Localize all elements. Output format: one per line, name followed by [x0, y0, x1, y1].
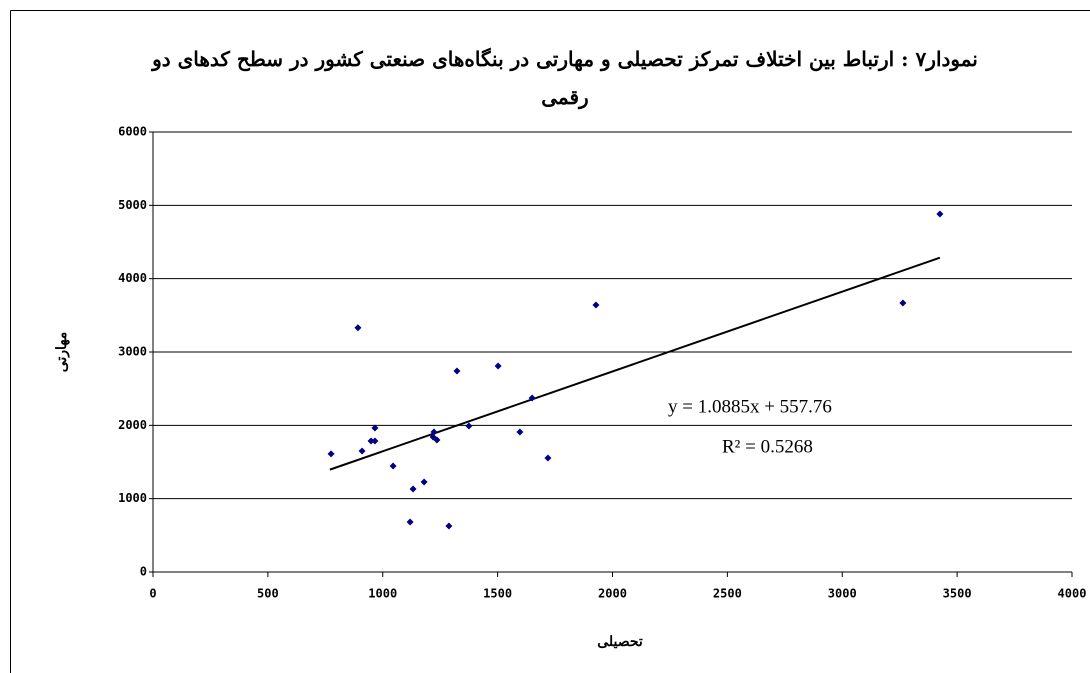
point [494, 362, 502, 370]
y-tick-label: 2000 [118, 418, 147, 432]
point [389, 462, 397, 470]
x-axis-label: تحصیلی [597, 634, 643, 650]
x-tick-label: 2000 [598, 587, 627, 601]
equation: y = 1.0885x + 557.76 [668, 396, 832, 417]
point [409, 485, 417, 493]
y-tick-label: 6000 [118, 125, 147, 139]
point [420, 478, 428, 486]
y-axis-label: مهارتی [54, 332, 70, 373]
point [406, 518, 414, 526]
y-tick-label: 3000 [118, 345, 147, 359]
y-tick-label: 1000 [118, 491, 147, 505]
point [453, 367, 461, 375]
y-tick-label: 0 [140, 565, 147, 579]
point [528, 394, 536, 402]
point [327, 450, 335, 458]
x-tick-label: 1000 [368, 587, 397, 601]
point [592, 301, 600, 309]
x-tick-label: 1500 [483, 587, 512, 601]
y-tick-label: 4000 [118, 271, 147, 285]
point [430, 428, 438, 436]
point [433, 436, 441, 444]
point [371, 437, 379, 445]
point [936, 210, 944, 218]
r-squared: R² = 0.5268 [722, 436, 813, 457]
x-tick-label: 3500 [943, 587, 972, 601]
x-tick-label: 2500 [713, 587, 742, 601]
point [465, 422, 473, 430]
chart-title: نمودار۷ : ارتباط بین اختلاف تمرکز تحصیلی… [152, 47, 978, 109]
x-tick-label: 3000 [828, 587, 857, 601]
x-tick-label: 500 [257, 587, 279, 601]
point [367, 437, 375, 445]
point [371, 424, 379, 432]
point [354, 324, 362, 332]
y-tick-label: 5000 [118, 198, 147, 212]
point [899, 299, 907, 307]
trendline [329, 256, 941, 471]
x-tick-label: 4000 [1058, 587, 1087, 601]
x-tick-label: 0 [149, 587, 156, 601]
point [544, 454, 552, 462]
point [358, 447, 366, 455]
point [445, 522, 453, 530]
point [516, 428, 524, 436]
